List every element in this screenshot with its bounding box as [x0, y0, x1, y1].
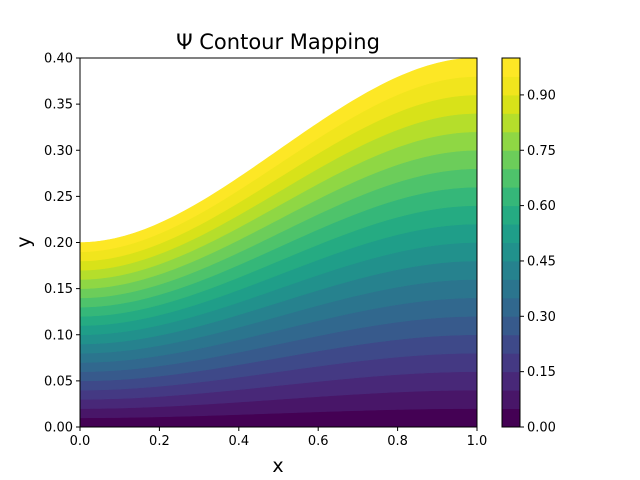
y-tick-label: 0.25: [44, 190, 73, 205]
colorbar-swatch: [502, 260, 520, 280]
colorbar-tick-label: 0.90: [527, 88, 556, 103]
x-tick-label: 0.8: [387, 434, 408, 449]
colorbar-swatch: [502, 242, 520, 262]
colorbar-tick-label: 0.45: [527, 254, 556, 269]
colorbar: [502, 58, 520, 428]
colorbar-swatch: [502, 131, 520, 151]
colorbar-swatch: [502, 297, 520, 317]
colorbar-swatch: [502, 150, 520, 170]
colorbar-swatch: [502, 94, 520, 114]
y-tick-label: 0.15: [44, 282, 73, 297]
colorbar-tick-label: 0.60: [527, 199, 556, 214]
colorbar-swatch: [502, 408, 520, 428]
colorbar-swatch: [502, 316, 520, 336]
colorbar-swatch: [502, 58, 520, 77]
y-tick-label: 0.40: [44, 52, 73, 67]
x-tick-label: 1.0: [467, 434, 488, 449]
colorbar-tick-label: 0.30: [527, 310, 556, 325]
colorbar-swatch: [502, 168, 520, 188]
colorbar-swatch: [502, 205, 520, 225]
y-tick-label: 0.00: [44, 421, 73, 436]
plot-area: [79, 57, 478, 428]
colorbar-axis: 0.00 0.15 0.30 0.45 0.60 0.75 0.90: [520, 88, 556, 436]
colorbar-swatch: [502, 334, 520, 354]
colorbar-swatch: [502, 224, 520, 243]
y-tick-label: 0.10: [44, 328, 73, 343]
colorbar-swatch: [502, 187, 520, 207]
y-tick-label: 0.35: [44, 98, 73, 113]
y-axis-label: y: [13, 236, 35, 247]
x-tick-label: 0.2: [149, 434, 170, 449]
x-tick-label: 0.0: [70, 434, 91, 449]
y-tick-label: 0.20: [44, 236, 73, 251]
colorbar-frame: [501, 57, 521, 428]
colorbar-tick-label: 0.15: [527, 365, 556, 380]
y-tick-label: 0.05: [44, 374, 73, 389]
colorbar-swatch: [502, 279, 520, 299]
x-tick-label: 0.6: [308, 434, 329, 449]
chart-title: Ψ Contour Mapping: [176, 30, 380, 54]
colorbar-swatch: [502, 371, 520, 391]
x-axis-label: x: [272, 455, 283, 477]
colorbar-swatch: [502, 113, 520, 133]
colorbar-swatch: [502, 353, 520, 373]
y-tick-label: 0.30: [44, 144, 73, 159]
x-tick-label: 0.4: [228, 434, 249, 449]
y-axis: 0.00 0.05 0.10 0.15 0.20 0.25 0.30 0.35 0.40: [44, 52, 80, 436]
colorbar-tick-label: 0.75: [527, 144, 556, 159]
colorbar-swatch: [502, 390, 520, 410]
colorbar-tick-label: 0.00: [527, 421, 556, 436]
x-axis: 0.0 0.2 0.4 0.6 0.8 1.0: [70, 427, 488, 449]
colorbar-swatch: [502, 76, 520, 96]
